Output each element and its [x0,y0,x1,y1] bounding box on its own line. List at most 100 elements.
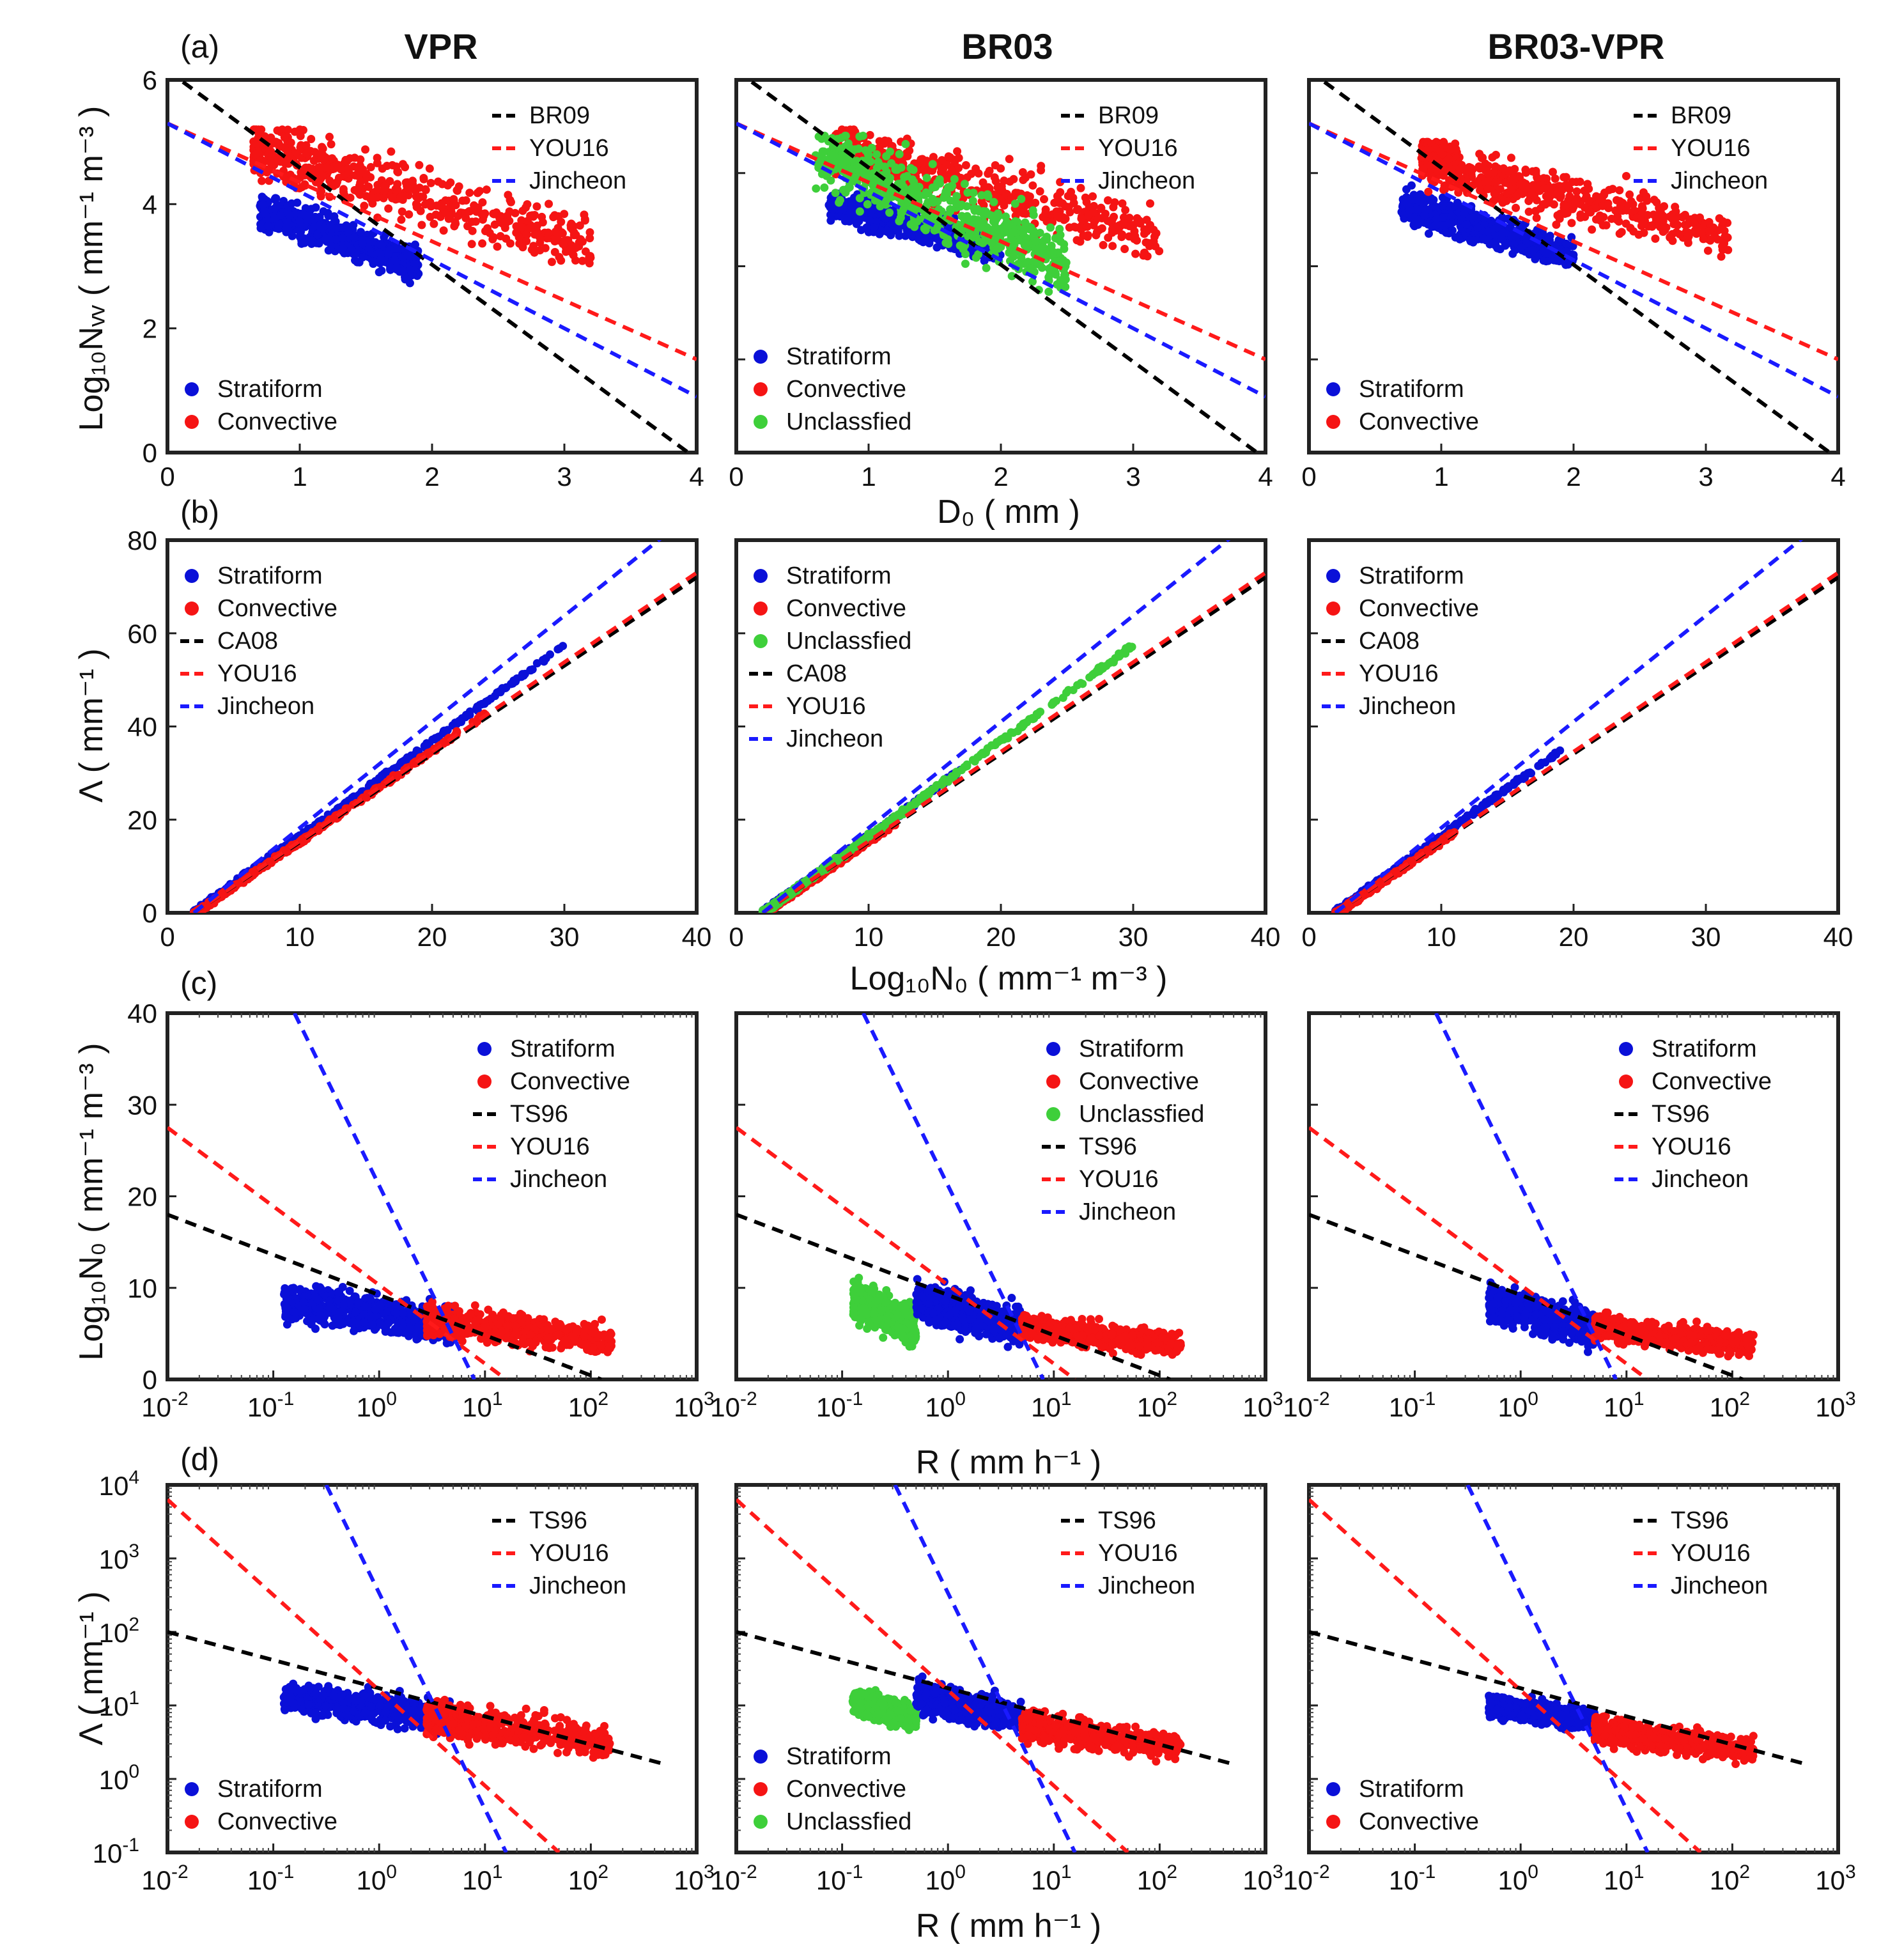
stratiform-point [410,260,419,268]
convective-point [334,173,343,182]
stratiform-point [517,672,526,681]
x-tick-label: 1 [292,462,307,492]
you16-fit-line [736,121,1265,361]
stratiform-point [1469,213,1478,222]
convective-point [585,234,594,243]
convective-point [1077,214,1086,223]
stratiform-point [283,221,291,230]
convective-point [401,163,410,172]
x-tick-label: 2 [1566,462,1581,492]
unclassified-point [830,157,839,166]
legend-label: YOU16 [529,135,609,162]
convective-point [1637,202,1646,211]
x-tick-label: 30 [550,922,580,952]
unclassified-point [989,198,998,206]
convective-point [1120,245,1129,254]
convective-point [942,160,951,169]
you16-fit-line [192,571,697,913]
stratiform-point [311,203,320,212]
unclassified-point [1021,218,1030,227]
unclassified-point [1056,231,1065,240]
convective-point [1108,242,1117,251]
convective-point [1552,190,1561,199]
convective-point [1466,164,1474,173]
stratiform-point [1460,209,1469,218]
convective-point [1691,226,1699,235]
convective-point [1684,231,1693,240]
convective-point [1555,214,1564,223]
convective-point [1621,171,1630,180]
stratiform-point [264,222,273,231]
convective-point [1484,169,1493,178]
convective-point [522,237,531,245]
y-tick-label: 0 [143,438,157,468]
unclassified-point [1061,283,1070,291]
row-d-ylabel: Λ ( mm⁻¹ ) [73,1591,110,1745]
stratiform-point [295,217,304,226]
convective-point [1019,175,1028,184]
unclassified-point [1035,260,1044,268]
convective-point [919,159,928,167]
unclassified-point [1044,287,1053,296]
unclassified-point [1007,234,1016,243]
convective-point [1703,246,1712,255]
unclassified-point [979,238,987,247]
row-a-ylabel: Log₁₀Nᵥᵥ ( mm⁻¹ m⁻³ ) [73,106,110,431]
y-tick-label: 20 [127,805,157,835]
convective-point [544,228,553,237]
plot-area [758,540,1265,913]
y-tick-label: 40 [127,712,157,742]
jincheon-fit-line [167,121,697,399]
x-tick-label: 1 [1434,462,1448,492]
unclassified-point [866,157,875,166]
stratiform-point [295,231,304,240]
convective-point [1630,206,1639,215]
convective-point [1626,224,1635,233]
unclassified-point [881,200,890,209]
stratiform-point [1424,229,1433,238]
y-tick-label: 60 [127,619,157,649]
convective-point [1108,228,1117,237]
convective-point [353,187,362,196]
legend-label: Jincheon [529,167,626,194]
convective-point [453,186,462,195]
stratiform-point [310,222,319,231]
stratiform-point [532,659,541,668]
convective-point [500,224,509,233]
stratiform-point [339,223,348,232]
unclassified-point [896,213,905,222]
unclassified-point [1056,237,1065,246]
convective-point [482,185,491,194]
unclassified-point [1044,273,1053,282]
convective-point [1053,212,1062,221]
convective-point [1576,210,1585,219]
convective-point [1064,192,1072,201]
x-tick-label: 30 [1118,922,1149,952]
unclassified-point [1056,276,1065,285]
stratiform-point [867,206,876,215]
unclassified-point [984,209,993,218]
unclassified-point [920,190,929,199]
unclassified-point [921,226,930,235]
convective-point [1699,235,1708,244]
convective-point [1588,225,1597,234]
convective-point [350,153,359,162]
unclassified-point [1049,247,1058,256]
stratiform-point [1528,245,1537,254]
x-tick-label: 0 [160,922,174,952]
convective-point [1155,247,1164,256]
unclassified-point [961,260,970,268]
convective-point [1657,205,1666,213]
convective-point [339,187,348,196]
stratiform-point [1517,243,1526,252]
convective-point [1499,164,1508,173]
stratiform-point [1493,223,1502,232]
convective-point [1521,180,1530,189]
stratiform-point [375,268,383,277]
convective-point [493,242,502,251]
x-tick-label: 2 [424,462,439,492]
convective-point [1424,187,1433,196]
stratiform-point [1432,214,1441,223]
convective-point [1689,219,1698,228]
convective-point [1549,200,1558,209]
